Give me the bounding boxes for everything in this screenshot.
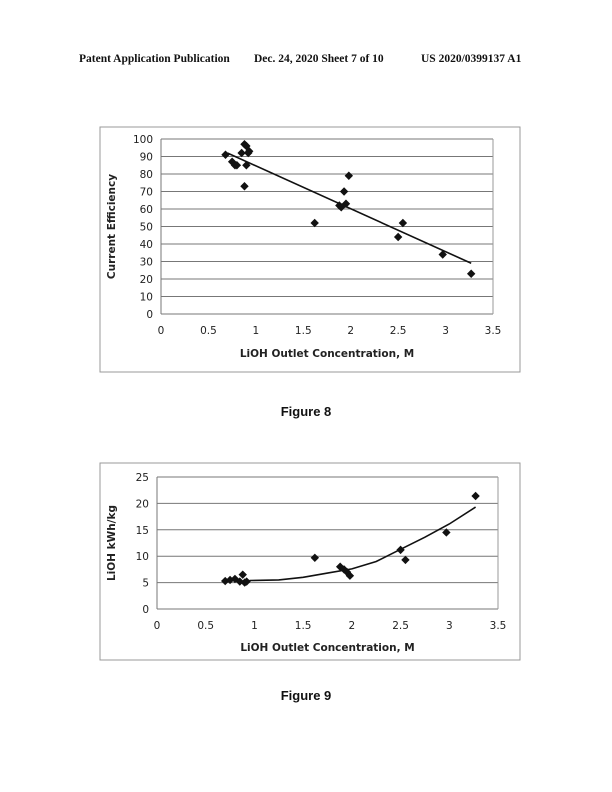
chart-9: 0 5 10 15 20 25 0 0.5 1 1.5 2 2.5 3 3.5 LiOH Outlet Co… xyxy=(100,463,520,660)
x-tick-label: 1.5 xyxy=(295,620,312,632)
y-tick-label: 20 xyxy=(140,274,153,286)
y-tick-label: 15 xyxy=(136,525,149,537)
y-tick-label: 10 xyxy=(136,551,149,563)
y-tick-label: 60 xyxy=(140,204,153,216)
x-tick-label: 2 xyxy=(347,325,354,337)
figure-canvas: 010203040506070809010000.511.522.533.5Li… xyxy=(0,0,612,792)
y-tick-label: 25 xyxy=(136,472,149,484)
y-tick-label: 90 xyxy=(140,152,153,164)
y-axis-label: Current Efficiency xyxy=(106,174,118,279)
figure-9-label: Figure 9 xyxy=(0,688,612,703)
figure-8-label: Figure 8 xyxy=(0,404,612,419)
y-tick-label: 20 xyxy=(136,498,149,510)
x-axis-label: LiOH Outlet Concentration, M xyxy=(240,642,414,654)
x-tick-label: 3.5 xyxy=(490,620,507,632)
x-tick-label: 2.5 xyxy=(392,620,409,632)
y-tick-label: 0 xyxy=(146,309,153,321)
y-tick-label: 50 xyxy=(140,222,153,234)
chart-8: 0 10 20 30 40 50 60 70 80 90 100 0 0.5 1 1.5 2 2.5 3 3.5 Li… xyxy=(100,127,520,372)
x-tick-label: 1 xyxy=(251,620,258,632)
y-tick-label: 100 xyxy=(133,134,153,146)
y-tick-label: 5 xyxy=(142,578,149,590)
x-tick-label: 1.5 xyxy=(295,325,312,337)
y-tick-label: 70 xyxy=(140,187,153,199)
x-tick-label: 0 xyxy=(154,620,161,632)
y-tick-label: 10 xyxy=(140,292,153,304)
x-axis-label: LiOH Outlet Concentration, M xyxy=(240,348,414,360)
y-axis-label: LiOH kWh/kg xyxy=(106,505,118,581)
y-tick-label: 80 xyxy=(140,169,153,181)
y-tick-label: 30 xyxy=(140,257,153,269)
x-tick-label: 0.5 xyxy=(200,325,217,337)
x-tick-label: 0 xyxy=(158,325,165,337)
y-tick-label: 40 xyxy=(140,239,153,251)
x-tick-label: 3 xyxy=(442,325,449,337)
x-tick-label: 2.5 xyxy=(390,325,407,337)
x-tick-label: 3 xyxy=(446,620,453,632)
x-tick-label: 0.5 xyxy=(197,620,214,632)
x-tick-label: 2 xyxy=(349,620,356,632)
x-tick-label: 1 xyxy=(253,325,260,337)
y-tick-label: 0 xyxy=(142,604,149,616)
x-tick-label: 3.5 xyxy=(485,325,502,337)
